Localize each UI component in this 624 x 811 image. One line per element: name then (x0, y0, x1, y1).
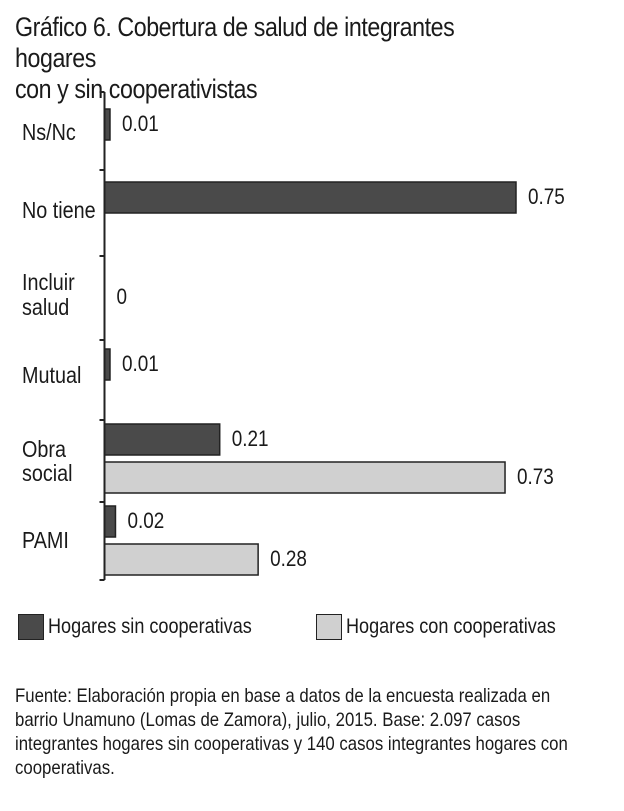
chart-title: Gráfico 6. Cobertura de salud de integra… (15, 12, 531, 105)
legend-item-sin-cooperativas: Hogares sin cooperativas (18, 614, 285, 640)
category-label: salud (22, 295, 69, 321)
category-label: Mutual (22, 363, 81, 389)
data-label: 0.01 (122, 112, 159, 137)
data-label: 0.75 (528, 185, 565, 210)
chart-title-line-2: con y sin cooperativistas (15, 74, 258, 104)
data-label: 0.01 (122, 352, 159, 377)
category-label: social (22, 461, 73, 487)
category-label: Incluir (22, 270, 75, 296)
axis-group (99, 91, 106, 581)
legend-label-sin-cooperativas: Hogares sin cooperativas (48, 615, 252, 638)
bar-con-cooperativas (103, 543, 259, 576)
data-label: 0.02 (127, 509, 164, 534)
legend-swatch-sin-cooperativas (18, 614, 44, 640)
data-label: 0.28 (270, 547, 307, 572)
bars-group (103, 108, 517, 576)
bar-sin-cooperativas (103, 181, 517, 214)
bar-con-cooperativas (103, 461, 506, 494)
bar-sin-cooperativas (103, 505, 117, 538)
category-label: Obra (22, 437, 66, 463)
data-label: 0.73 (517, 465, 554, 490)
legend-label-con-cooperativas: Hogares con cooperativas (346, 615, 556, 638)
legend-item-con-cooperativas: Hogares con cooperativas (316, 614, 590, 640)
data-label: 0.21 (232, 427, 269, 452)
category-label: PAMI (22, 528, 69, 554)
legend-swatch-con-cooperativas (316, 614, 342, 640)
data-label: 0 (117, 285, 128, 310)
legend: Hogares sin cooperativas Hogares con coo… (18, 614, 624, 646)
bar-sin-cooperativas (103, 423, 221, 456)
source-note: Fuente: Elaboración propia en base a dat… (15, 685, 568, 779)
chart-title-line-1: Gráfico 6. Cobertura de salud de integra… (15, 12, 455, 73)
category-label: Ns/Nc (22, 120, 76, 146)
category-label: No tiene (22, 198, 96, 224)
